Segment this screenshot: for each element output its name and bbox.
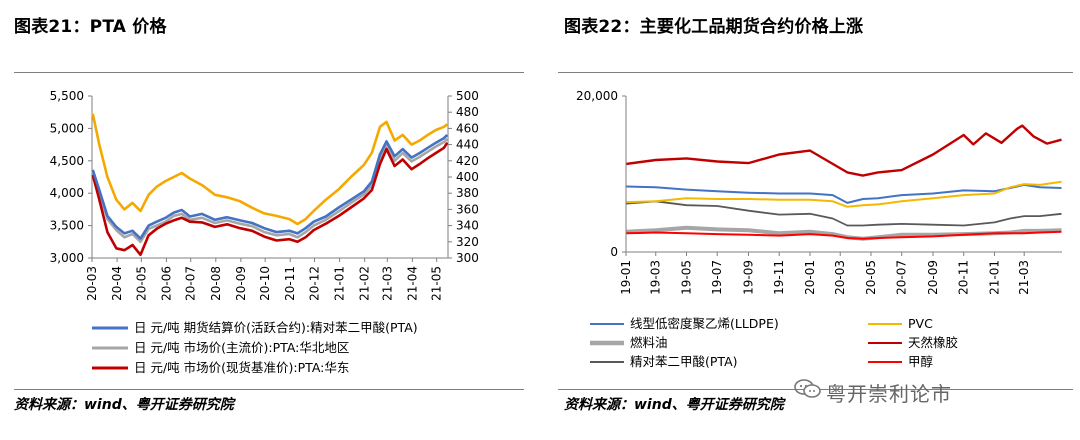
series-line-3 [626,124,1062,177]
x-tick-label: 19-03 [649,260,663,295]
x-tick-label: 20-08 [209,266,223,301]
y-tick-label: 0 [610,245,618,259]
x-tick-label: 20-04 [110,266,124,301]
series-line-1 [91,137,449,244]
x-tick-label: 19-07 [710,260,724,295]
x-tick-label: 19-05 [679,260,693,295]
x-tick-label: 20-06 [159,266,173,301]
x-tick-label: 20-09 [926,260,940,295]
right-panel: 图表22：主要化工品期货合约价格上涨 0 20,000 19-01 19-03 19-0… [550,0,1080,440]
legend-label: 日 元/吨 期货结算价(活跃合约):精对苯二甲酸(PTA) [134,320,418,335]
y2-tick-label: 420 [456,154,479,168]
x-tick-label: 20-05 [864,260,878,295]
right-chart-title: 图表22：主要化工品期货合约价格上涨 [564,17,864,37]
x-tick-label: 21-03 [1017,260,1031,295]
x-tick-label: 19-01 [619,260,633,295]
x-tick-label: 21-01 [987,260,1001,295]
y2-tick-label: 380 [456,186,479,200]
series-line-4 [626,200,1062,227]
x-tick-label: 21-02 [358,266,372,301]
legend-label: 线型低密度聚乙烯(LLDPE) [630,316,779,331]
y-tick-label: 20,000 [576,89,618,103]
x-tick-label: 20-10 [258,266,272,301]
legend-label: 天然橡胶 [908,335,958,350]
x-tick-label: 20-03 [85,266,99,301]
wechat-icon [794,379,821,398]
legend-label: 精对苯二甲酸(PTA) [630,354,738,369]
legend-label: 日 元/吨 市场价(主流价):PTA:华北地区 [134,340,349,355]
y-tick-label: 4,500 [50,154,84,168]
left-top-rule [14,72,524,73]
x-tick-label: 20-05 [134,266,148,301]
y2-tick-label: 480 [456,105,479,119]
series-line-0 [91,133,449,240]
legend-label: PVC [908,316,933,331]
series-line-1 [626,180,1062,208]
series-line-2 [91,142,449,257]
series-line-5 [626,230,1062,240]
legend-label: 日 元/吨 市场价(现货基准价):PTA:华东 [134,360,349,375]
y-tick-label: 5,000 [50,121,84,135]
x-tick-label: 20-07 [895,260,909,295]
y2-tick-label: 320 [456,235,479,249]
right-chart: 0 20,000 19-01 19-03 19-05 19-07 19-09 19-11 20-… [576,89,1062,369]
x-tick-label: 21-01 [333,266,347,301]
x-tick-label: 20-11 [283,266,297,301]
left-chart-title: 图表21：PTA 价格 [14,17,167,37]
y2-tick-label: 500 [456,89,479,103]
y2-tick-label: 340 [456,219,479,233]
left-source-note: 资料来源：wind、粤开证券研究院 [14,397,234,413]
y2-tick-label: 300 [456,251,479,265]
y-tick-label: 5,500 [50,89,84,103]
y2-tick-label: 440 [456,138,479,152]
right-source-note: 资料来源：wind、粤开证券研究院 [564,397,784,413]
x-tick-label: 20-01 [803,260,817,295]
x-tick-label: 20-11 [957,260,971,295]
left-bottom-rule [14,389,524,390]
x-tick-label: 21-04 [405,266,419,301]
series-line-3 [91,113,449,226]
legend-label: 甲醇 [908,354,933,369]
y-tick-label: 4,000 [50,186,84,200]
y2-tick-label: 460 [456,121,479,135]
x-tick-label: 21-03 [380,266,394,301]
y-tick-label: 3,000 [50,251,84,265]
x-tick-label: 20-09 [234,266,248,301]
x-tick-label: 20-07 [184,266,198,301]
left-panel: 图表21：PTA 价格 3,000 3,500 4,000 4,500 5,000 5,5… [14,17,524,413]
x-tick-label: 21-05 [430,266,444,301]
watermark: 粤开崇利论市 [826,382,952,406]
x-tick-label: 19-09 [741,260,755,295]
x-tick-label: 19-11 [772,260,786,295]
x-tick-label: 20-12 [308,266,322,301]
series-line-0 [626,183,1062,204]
x-tick-label: 20-03 [833,260,847,295]
y-tick-label: 3,500 [50,219,84,233]
y2-tick-label: 400 [456,170,479,184]
legend-label: 燃料油 [630,335,668,350]
y2-tick-label: 360 [456,202,479,216]
right-top-rule [558,72,1073,73]
left-chart: 3,000 3,500 4,000 4,500 5,000 5,500 300 320 340 3… [50,89,479,375]
